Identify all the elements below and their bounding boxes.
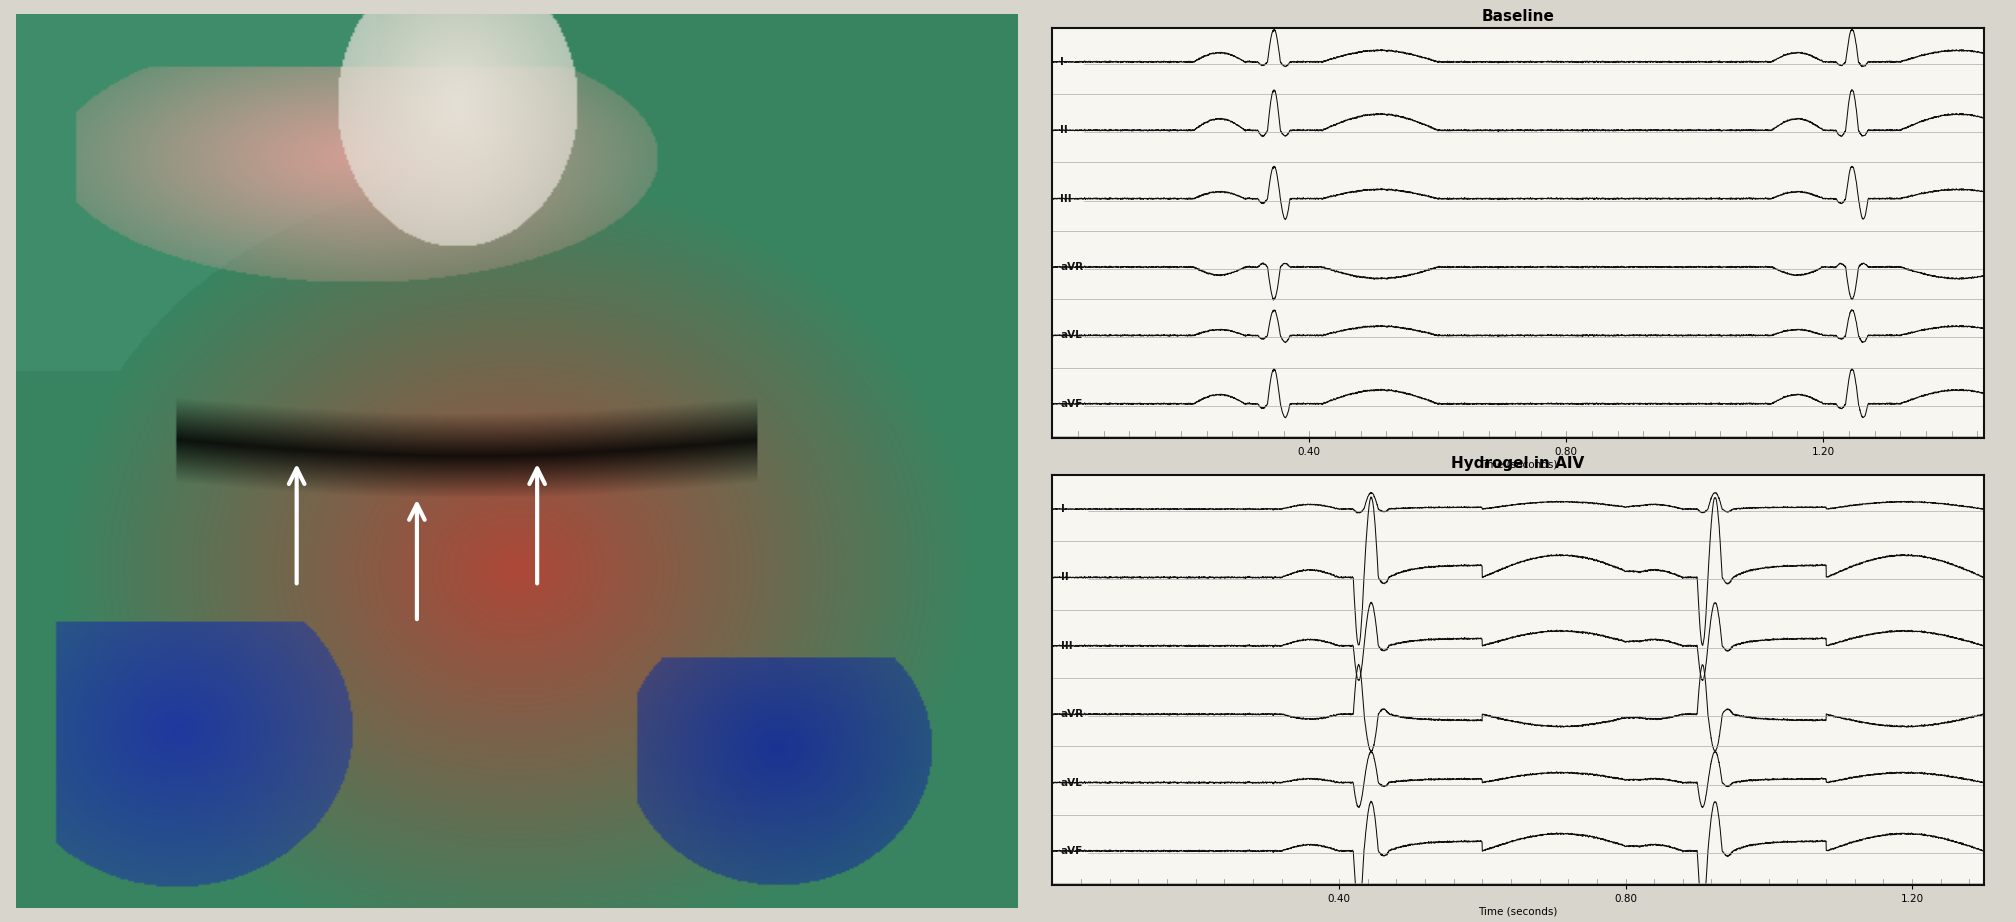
Text: II: II	[1060, 573, 1068, 583]
X-axis label: Time (seconds): Time (seconds)	[1478, 907, 1558, 916]
Text: aVR: aVR	[1060, 709, 1085, 719]
Text: III: III	[1060, 194, 1073, 204]
Text: aVL: aVL	[1060, 330, 1083, 340]
Text: aVF: aVF	[1060, 398, 1083, 408]
Text: II: II	[1060, 125, 1068, 136]
Title: Hydrogel in AIV: Hydrogel in AIV	[1452, 455, 1585, 471]
Text: aVR: aVR	[1060, 262, 1083, 272]
Title: Baseline: Baseline	[1482, 8, 1554, 24]
Text: aVF: aVF	[1060, 845, 1083, 856]
Text: I: I	[1060, 57, 1064, 67]
X-axis label: Time (seconds): Time (seconds)	[1478, 460, 1558, 469]
Text: aVL: aVL	[1060, 777, 1083, 787]
Text: I: I	[1060, 504, 1064, 514]
Text: III: III	[1060, 641, 1073, 651]
